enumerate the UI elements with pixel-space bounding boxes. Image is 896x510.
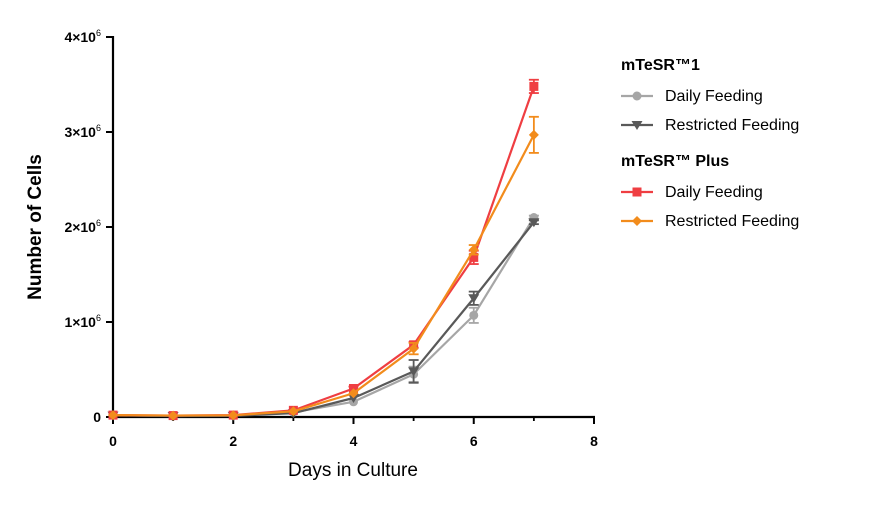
y-tick-label: 3×106: [64, 123, 101, 140]
data-point: [468, 244, 479, 255]
data-point: [468, 294, 480, 304]
x-axis-title: Days in Culture: [288, 460, 418, 481]
y-tick-label: 2×106: [64, 218, 101, 235]
legend-group-title: mTeSR™ Plus: [621, 153, 729, 170]
y-axis-title: Number of Cells: [25, 154, 46, 300]
x-tick-label: 8: [590, 433, 598, 449]
data-point: [528, 129, 539, 140]
data-point: [469, 252, 479, 262]
x-tick-label: 0: [109, 433, 117, 449]
data-point: [408, 367, 420, 377]
legend-swatch-marker: [632, 216, 642, 226]
data-point: [348, 394, 359, 403]
series-line: [112, 134, 535, 417]
x-tick-label: 2: [229, 433, 237, 449]
data-point: [528, 218, 540, 228]
series-1: [108, 213, 539, 421]
y-tick-label: 1×106: [64, 313, 101, 330]
x-tick-label: 4: [350, 433, 358, 449]
legend-swatch-marker: [631, 121, 643, 130]
series-4: [108, 115, 539, 421]
data-point: [288, 406, 299, 417]
legend-entry-label: Restricted Feeding: [665, 117, 799, 134]
data-point: [348, 388, 359, 399]
legend-entry-label: Restricted Feeding: [665, 213, 799, 230]
plot-area: 0 2 4 6 8 0 1×106 2×106 3×106 4×106: [64, 28, 598, 449]
x-tick-label: 6: [470, 433, 478, 449]
legend-group-title: mTeSR™1: [621, 57, 700, 74]
legend-swatch-marker: [632, 187, 642, 197]
legend-entry-label: Daily Feeding: [665, 184, 763, 201]
legend: mTeSR™1 Daily Feeding Restricted Feeding mT…: [621, 57, 799, 230]
data-point: [108, 410, 118, 421]
data-point: [228, 410, 239, 421]
y-tick-label: 0: [93, 409, 101, 425]
data-point: [408, 343, 419, 354]
data-point: [168, 410, 179, 421]
data-point: [469, 310, 479, 320]
legend-entry-label: Daily Feeding: [665, 88, 763, 105]
y-tick-label: 4×106: [64, 28, 101, 45]
data-point: [529, 81, 539, 91]
legend-swatch-marker: [632, 91, 642, 101]
